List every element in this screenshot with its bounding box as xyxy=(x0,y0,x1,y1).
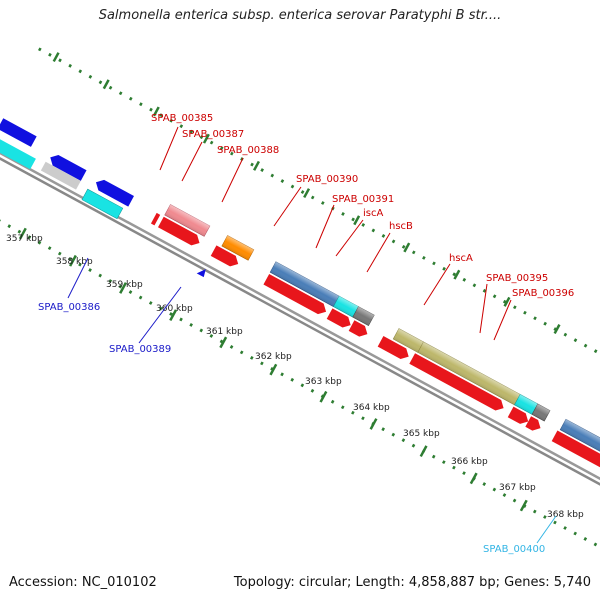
kbp-label: 360 kbp xyxy=(156,304,193,314)
kbp-labels: 357 kbp 358 kbp 359 kbp 360 kbp 361 kbp … xyxy=(6,234,584,520)
track-frame xyxy=(0,47,600,553)
kbp-label: 367 kbp xyxy=(499,483,536,493)
label-hscA: hscA xyxy=(449,253,473,264)
kbp-label: 361 kbp xyxy=(206,327,243,337)
label-spab-00385: SPAB_00385 xyxy=(151,113,213,124)
label-spab-00386: SPAB_00386 xyxy=(38,302,100,313)
gene-spab-00389 xyxy=(196,269,206,278)
inner-dotted-ring xyxy=(0,196,600,553)
kbp-label: 365 kbp xyxy=(403,429,440,439)
accession-text: Accession: NC_010102 xyxy=(9,575,157,590)
kbp-label: 363 kbp xyxy=(305,377,342,387)
kbp-label: 366 kbp xyxy=(451,457,488,467)
label-spab-00400: SPAB_00400 xyxy=(483,544,545,555)
topology-text: Topology: circular; Length: 4,858,887 bp… xyxy=(233,575,591,590)
label-spab-00396: SPAB_00396 xyxy=(512,288,574,299)
label-leader-cyan xyxy=(536,515,557,544)
inner-ticks xyxy=(18,227,528,512)
kbp-label: 358 kbp xyxy=(56,257,93,267)
outer-dotted-ring xyxy=(38,47,600,404)
forward-features-outer xyxy=(164,204,600,466)
label-spab-00388: SPAB_00388 xyxy=(217,145,279,156)
kbp-label: 359 kbp xyxy=(106,280,143,290)
gene-labels-blue: SPAB_00386 SPAB_00389 xyxy=(38,302,171,355)
label-spab-00395: SPAB_00395 xyxy=(486,273,548,284)
outer-ticks xyxy=(52,52,561,335)
kbp-label: 362 kbp xyxy=(255,352,292,362)
kbp-label: 357 kbp xyxy=(6,234,43,244)
kbp-label: 368 kbp xyxy=(547,510,584,520)
forward-cds-arrows xyxy=(150,212,600,473)
gene-labels-red: SPAB_00385 SPAB_00387 SPAB_00388 SPAB_00… xyxy=(151,113,574,299)
backbone-inner xyxy=(0,139,600,524)
label-spab-00387: SPAB_00387 xyxy=(182,129,244,140)
label-leaders-red xyxy=(159,126,512,341)
gene-spab-00386 xyxy=(50,155,87,181)
reverse-features xyxy=(0,118,206,278)
label-leaders-blue xyxy=(67,257,182,344)
label-spab-00391: SPAB_00391 xyxy=(332,194,394,205)
label-iscA: iscA xyxy=(363,208,383,219)
label-spab-00390: SPAB_00390 xyxy=(296,174,358,185)
label-hscB: hscB xyxy=(389,221,413,232)
map-title: Salmonella enterica subsp. enterica sero… xyxy=(98,8,502,23)
label-spab-00389: SPAB_00389 xyxy=(109,344,171,355)
kbp-label: 364 kbp xyxy=(353,403,390,413)
